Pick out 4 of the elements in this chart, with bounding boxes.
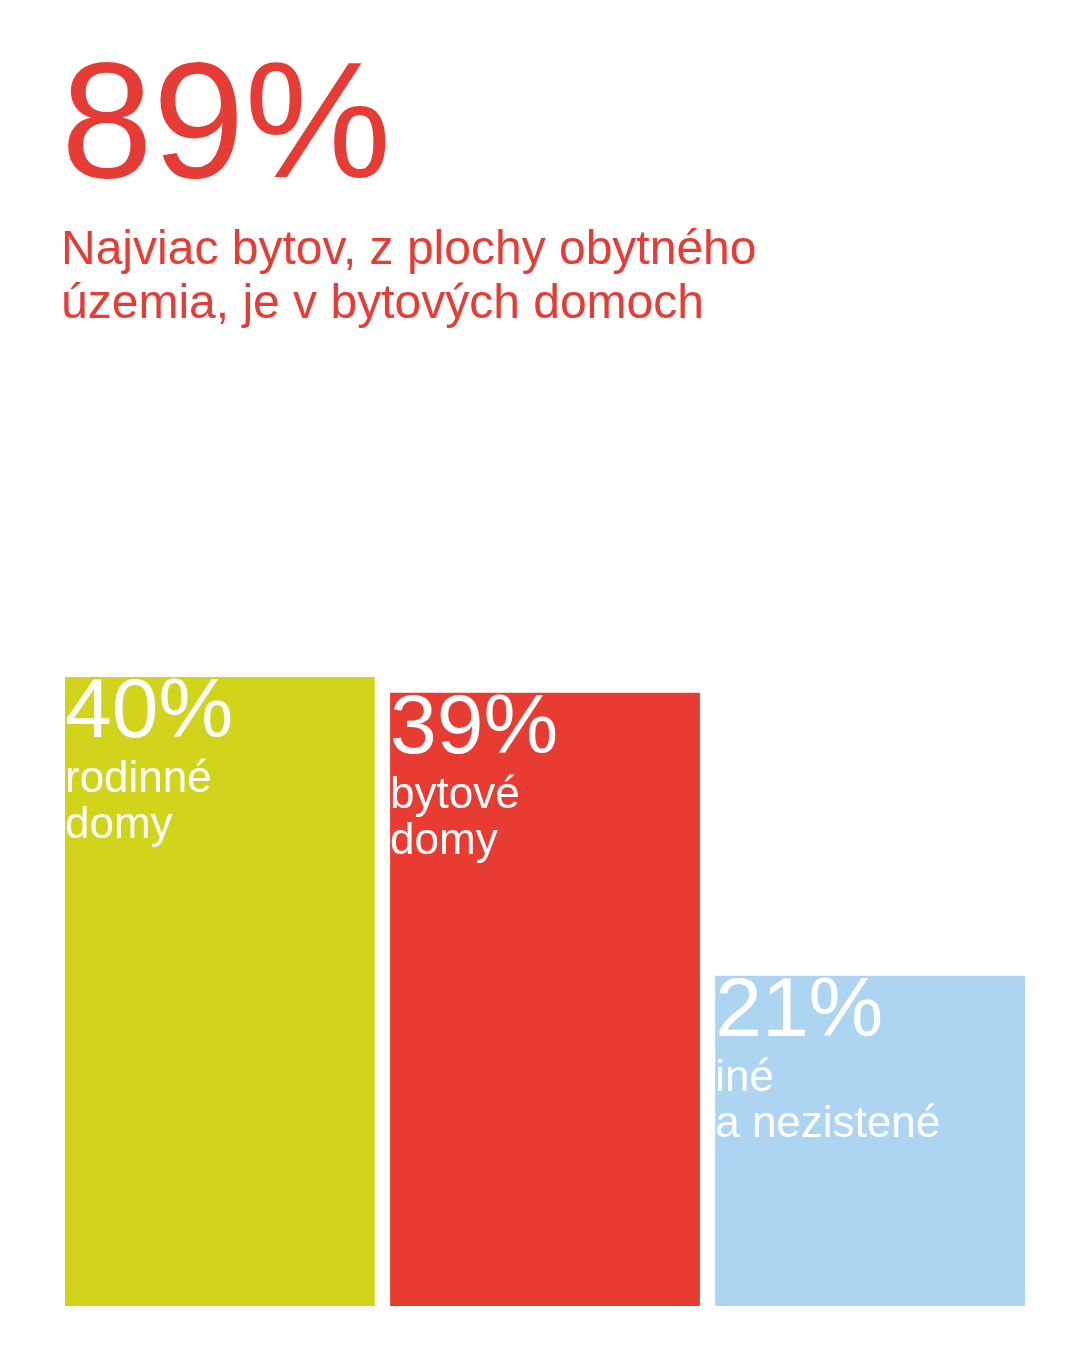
chart-title: 89% (61, 28, 392, 212)
data-label: 40% (65, 661, 234, 755)
x-tick-label: rodinné domy (65, 752, 212, 847)
chart-subtitle: Najviac bytov, z plochy obytného územia, je v bytových domoch (61, 221, 757, 328)
